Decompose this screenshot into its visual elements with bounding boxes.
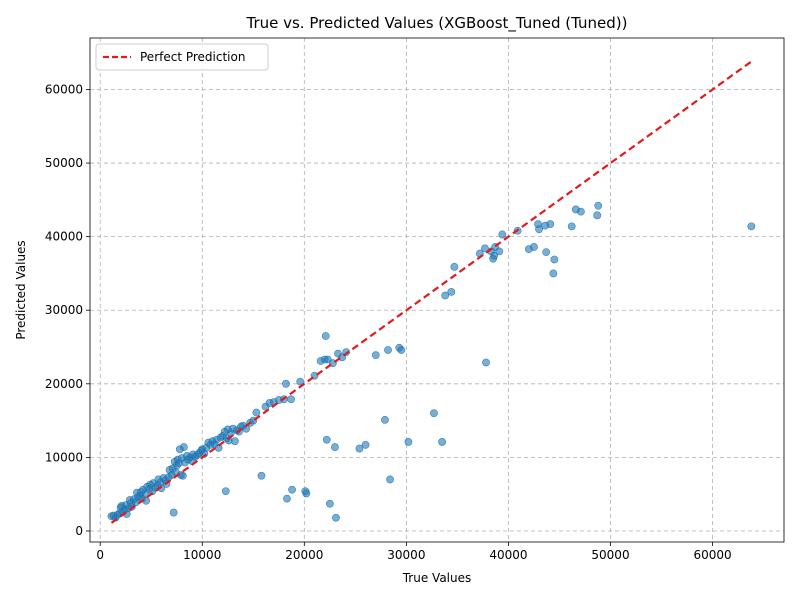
x-tick-label: 60000 <box>693 548 731 562</box>
x-tick-label: 40000 <box>489 548 527 562</box>
y-tick-label: 60000 <box>45 83 83 97</box>
data-point <box>288 485 296 494</box>
data-point <box>322 435 331 444</box>
data-point <box>594 201 603 210</box>
y-axis-label: Predicted Values <box>14 240 28 339</box>
data-point <box>530 243 538 251</box>
plot-frame <box>89 37 785 543</box>
data-point <box>325 499 334 508</box>
data-point <box>355 444 364 453</box>
data-point <box>495 247 504 256</box>
y-tick-label: 0 <box>75 524 83 538</box>
data-point <box>386 475 394 484</box>
data-point <box>231 437 239 446</box>
y-tick-label: 30000 <box>45 303 83 317</box>
data-point <box>178 471 187 480</box>
data-point <box>321 332 330 340</box>
data-point <box>302 489 311 498</box>
data-point <box>546 220 555 229</box>
data-point <box>535 225 543 234</box>
data-point <box>282 379 290 388</box>
data-point <box>381 415 389 424</box>
x-tick-label: 50000 <box>591 548 629 562</box>
data-point <box>384 346 392 354</box>
x-tick-label: 10000 <box>183 548 221 562</box>
data-point <box>593 211 602 220</box>
data-point <box>397 346 406 354</box>
chart-title: True vs. Predicted Values (XGBoost_Tuned… <box>245 14 627 33</box>
y-tick-label: 40000 <box>45 230 83 244</box>
data-point <box>252 408 261 417</box>
data-point <box>577 207 585 216</box>
data-point <box>542 248 551 257</box>
y-tick-label: 50000 <box>45 156 83 170</box>
data-point <box>490 251 499 260</box>
data-point <box>430 409 438 418</box>
data-point <box>404 438 413 446</box>
data-point <box>221 487 230 496</box>
data-point <box>747 222 756 231</box>
data-point <box>550 255 559 264</box>
x-tick-label: 0 <box>96 548 104 562</box>
data-point <box>257 471 266 480</box>
data-point <box>438 438 447 446</box>
y-tick-label: 20000 <box>45 377 83 391</box>
x-tick-label: 30000 <box>387 548 425 562</box>
data-point <box>567 222 576 231</box>
data-point <box>179 443 188 451</box>
data-point <box>361 440 370 449</box>
y-tick-label: 10000 <box>45 450 83 464</box>
data-point <box>287 395 295 404</box>
legend-label: Perfect Prediction <box>140 50 245 64</box>
legend: Perfect Prediction <box>95 43 269 71</box>
data-point <box>447 287 456 296</box>
data-point <box>283 494 291 503</box>
data-point <box>296 377 305 386</box>
data-point <box>332 513 340 522</box>
data-point <box>169 508 178 517</box>
data-point <box>441 291 450 300</box>
data-point <box>371 351 380 360</box>
legend-box <box>95 43 269 71</box>
grid <box>90 38 784 542</box>
x-axis-ticks: 0 10000 20000 30000 40000 50000 60000 <box>96 542 732 562</box>
y-axis-ticks: 0 10000 20000 30000 40000 50000 60000 <box>45 83 90 538</box>
data-point <box>498 230 507 239</box>
data-point <box>549 269 558 278</box>
data-point <box>331 443 339 451</box>
data-point <box>482 358 490 367</box>
x-axis-label: True Values <box>402 571 472 585</box>
x-tick-label: 20000 <box>285 548 323 562</box>
data-point <box>450 262 459 271</box>
